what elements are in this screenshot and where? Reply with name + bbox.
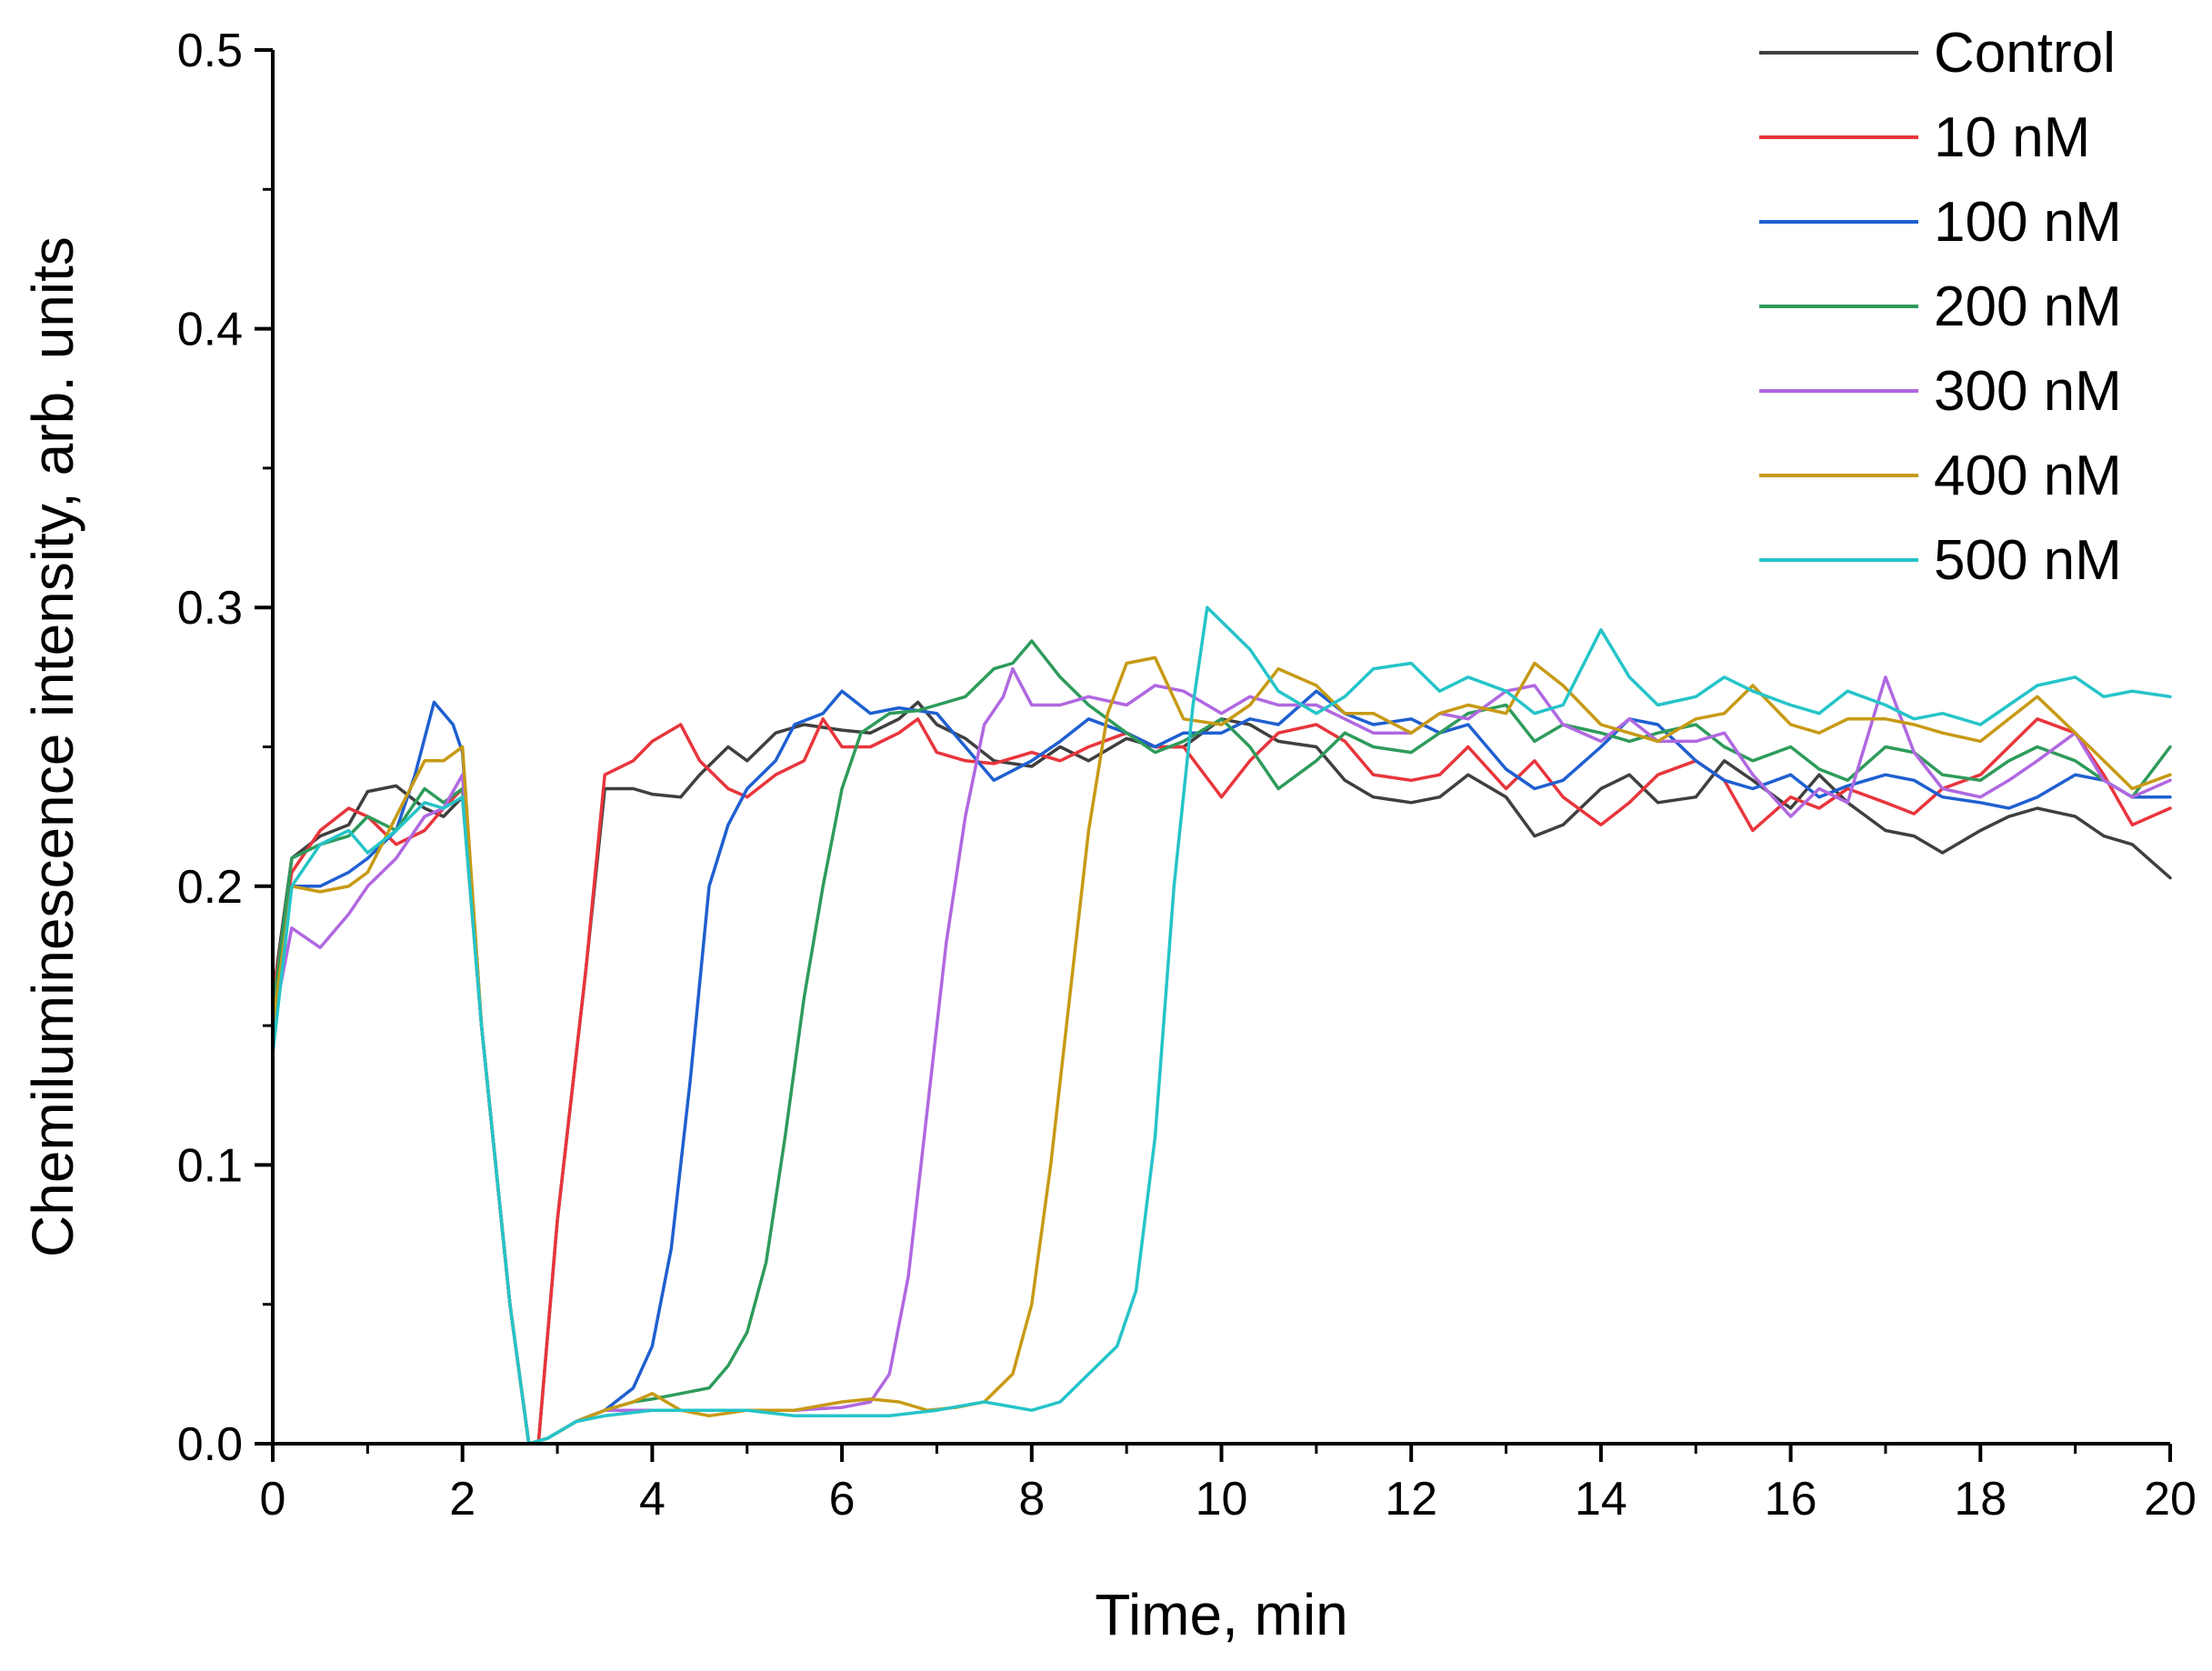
x-tick-label: 18 [1954, 1473, 2007, 1526]
y-tick-label: 0.4 [177, 304, 243, 356]
series-line-3 [271, 639, 2172, 1446]
y-tick-label: 0.5 [177, 25, 243, 77]
x-tick-label: 0 [260, 1473, 286, 1526]
series-line-1 [271, 717, 2172, 1446]
series-line-0 [271, 700, 2172, 1446]
y-tick-label: 0.3 [177, 582, 243, 635]
x-tick-label: 4 [639, 1473, 666, 1526]
x-tick-label: 10 [1196, 1473, 1248, 1526]
y-tick-label: 0.2 [177, 861, 243, 914]
x-axis-title: Time, min [1095, 1582, 1348, 1647]
legend-label: 10 nM [1934, 106, 2090, 169]
x-tick-label: 8 [1018, 1473, 1045, 1526]
x-tick-label: 14 [1575, 1473, 1627, 1526]
legend-item: 500 nM [1759, 529, 2122, 592]
legend-item: 400 nM [1759, 445, 2122, 507]
x-tick-label: 12 [1385, 1473, 1437, 1526]
legend: Control 10 nM 100 nM 200 nM 300 nM 400 nM 500 … [1759, 22, 2122, 592]
legend-item: Control [1759, 22, 2116, 85]
legend-label: 300 nM [1934, 360, 2122, 423]
axes-layer: 0 2 4 6 8 10 12 14 16 18 20 0.0 0.1 0.2 0.3 0.4 0.5 Time,… [20, 25, 2197, 1647]
x-tick-label: 6 [829, 1473, 856, 1526]
legend-item: 300 nM [1759, 360, 2122, 423]
legend-label: 100 nM [1934, 191, 2122, 254]
legend-item: 10 nM [1759, 106, 2090, 169]
y-tick-label: 0.1 [177, 1139, 243, 1192]
x-tick-label: 20 [2144, 1473, 2197, 1526]
series-layer [271, 605, 2172, 1446]
x-tick-label: 2 [449, 1473, 475, 1526]
legend-label: 400 nM [1934, 445, 2122, 507]
legend-label: 500 nM [1934, 529, 2122, 592]
legend-label: Control [1934, 22, 2116, 85]
y-axis-title: Chemiluminescence intensity, arb. units [20, 236, 85, 1257]
legend-item: 100 nM [1759, 191, 2122, 254]
x-tick-label: 16 [1765, 1473, 1817, 1526]
y-tick-label: 0.0 [177, 1418, 243, 1471]
legend-label: 200 nM [1934, 275, 2122, 338]
legend-item: 200 nM [1759, 275, 2122, 338]
series-line-6 [271, 605, 2172, 1446]
series-line-4 [271, 666, 2172, 1446]
